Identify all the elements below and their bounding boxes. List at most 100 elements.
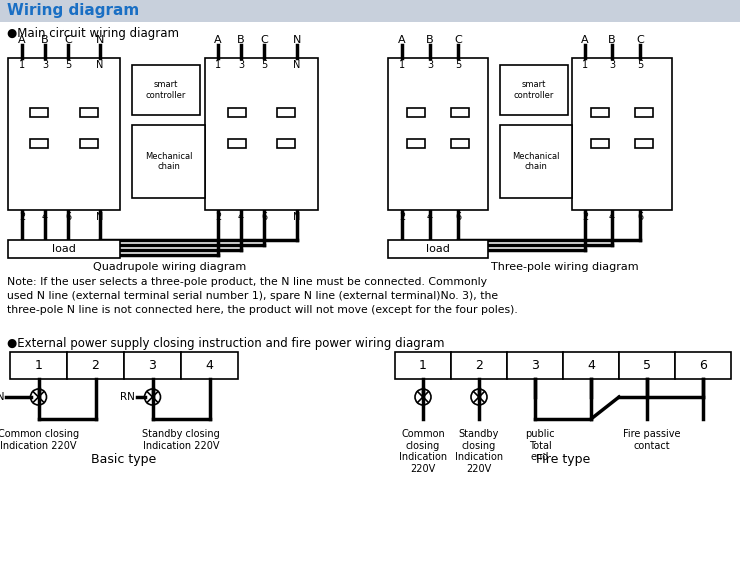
Text: N: N — [95, 35, 104, 45]
Text: 6: 6 — [261, 212, 267, 222]
Text: N: N — [96, 212, 104, 222]
Bar — [591, 138, 609, 147]
Bar — [591, 108, 609, 117]
Text: A: A — [18, 35, 26, 45]
Bar — [507, 352, 563, 379]
Text: 2: 2 — [399, 212, 405, 222]
Text: 1: 1 — [35, 359, 42, 372]
Text: smart
controller: smart controller — [514, 81, 554, 100]
Text: 6: 6 — [455, 212, 461, 222]
Bar — [451, 108, 469, 117]
Text: 3: 3 — [149, 359, 156, 372]
Bar — [395, 352, 451, 379]
Text: 5: 5 — [455, 60, 461, 70]
Text: 3: 3 — [427, 60, 433, 70]
Text: 4: 4 — [587, 359, 595, 372]
Bar — [407, 138, 425, 147]
Text: Common
closing
Indication
220V: Common closing Indication 220V — [399, 429, 447, 474]
Text: 4: 4 — [42, 212, 48, 222]
Bar — [10, 352, 67, 379]
Text: 6: 6 — [637, 212, 643, 222]
Text: 1: 1 — [215, 60, 221, 70]
Text: 2: 2 — [475, 359, 483, 372]
Bar — [619, 352, 675, 379]
Bar — [451, 138, 469, 147]
Text: public
Total
end: public Total end — [525, 429, 555, 462]
Text: 4: 4 — [206, 359, 213, 372]
Text: A: A — [581, 35, 589, 45]
Text: Standby closing
Indication 220V: Standby closing Indication 220V — [142, 429, 220, 451]
Text: load: load — [426, 244, 450, 254]
Text: Quadrupole wiring diagram: Quadrupole wiring diagram — [93, 262, 246, 272]
Text: B: B — [426, 35, 434, 45]
Text: 5: 5 — [643, 359, 651, 372]
Text: 4: 4 — [238, 212, 244, 222]
Text: 2: 2 — [215, 212, 221, 222]
Text: 6: 6 — [699, 359, 707, 372]
Text: load: load — [52, 244, 76, 254]
Bar — [67, 352, 124, 379]
Text: B: B — [41, 35, 49, 45]
Text: N: N — [293, 60, 300, 70]
Text: 5: 5 — [261, 60, 267, 70]
Text: C: C — [64, 35, 72, 45]
Text: Mechanical
chain: Mechanical chain — [512, 152, 559, 171]
Bar — [635, 108, 653, 117]
Text: 4: 4 — [427, 212, 433, 222]
Text: Basic type: Basic type — [91, 452, 157, 466]
Text: N: N — [293, 212, 300, 222]
Text: 3: 3 — [609, 60, 615, 70]
Bar — [388, 58, 488, 210]
Text: ●Main circuit wiring diagram: ●Main circuit wiring diagram — [7, 27, 179, 40]
Text: C: C — [454, 35, 462, 45]
Text: NN: NN — [0, 392, 5, 402]
Bar — [132, 125, 205, 198]
Bar — [124, 352, 181, 379]
Text: B: B — [608, 35, 616, 45]
Text: Fire passive
contact: Fire passive contact — [623, 429, 681, 451]
Text: B: B — [238, 35, 245, 45]
Text: 2: 2 — [19, 212, 25, 222]
Text: 3: 3 — [238, 60, 244, 70]
Text: 1: 1 — [19, 60, 25, 70]
Text: 4: 4 — [609, 212, 615, 222]
Text: Note: If the user selects a three-pole product, the N line must be connected. Co: Note: If the user selects a three-pole p… — [7, 277, 518, 315]
Text: 3: 3 — [42, 60, 48, 70]
Text: Common closing
Indication 220V: Common closing Indication 220V — [0, 429, 79, 451]
Bar — [451, 352, 507, 379]
Text: 1: 1 — [582, 60, 588, 70]
Bar — [8, 240, 120, 258]
Bar — [8, 58, 120, 210]
Bar — [500, 125, 572, 198]
Bar — [30, 138, 48, 147]
Bar — [181, 352, 238, 379]
Bar — [80, 108, 98, 117]
Text: 5: 5 — [65, 60, 71, 70]
Text: 2: 2 — [582, 212, 588, 222]
Text: C: C — [636, 35, 644, 45]
Bar — [228, 108, 246, 117]
Text: 1: 1 — [419, 359, 427, 372]
Bar — [30, 108, 48, 117]
Bar — [635, 138, 653, 147]
Text: A: A — [214, 35, 222, 45]
Text: Mechanical
chain: Mechanical chain — [145, 152, 192, 171]
Text: RN: RN — [120, 392, 135, 402]
Text: 2: 2 — [92, 359, 99, 372]
Bar — [132, 65, 200, 115]
Bar — [278, 138, 295, 147]
Text: Three-pole wiring diagram: Three-pole wiring diagram — [491, 262, 639, 272]
Bar — [500, 65, 568, 115]
Bar — [388, 240, 488, 258]
Text: Standby
closing
Indication
220V: Standby closing Indication 220V — [455, 429, 503, 474]
Text: 1: 1 — [399, 60, 405, 70]
Bar — [563, 352, 619, 379]
Bar — [205, 58, 318, 210]
Text: 6: 6 — [65, 212, 71, 222]
Bar — [675, 352, 731, 379]
Bar — [80, 138, 98, 147]
Text: N: N — [96, 60, 104, 70]
Text: A: A — [398, 35, 406, 45]
Text: C: C — [260, 35, 268, 45]
Bar — [407, 108, 425, 117]
